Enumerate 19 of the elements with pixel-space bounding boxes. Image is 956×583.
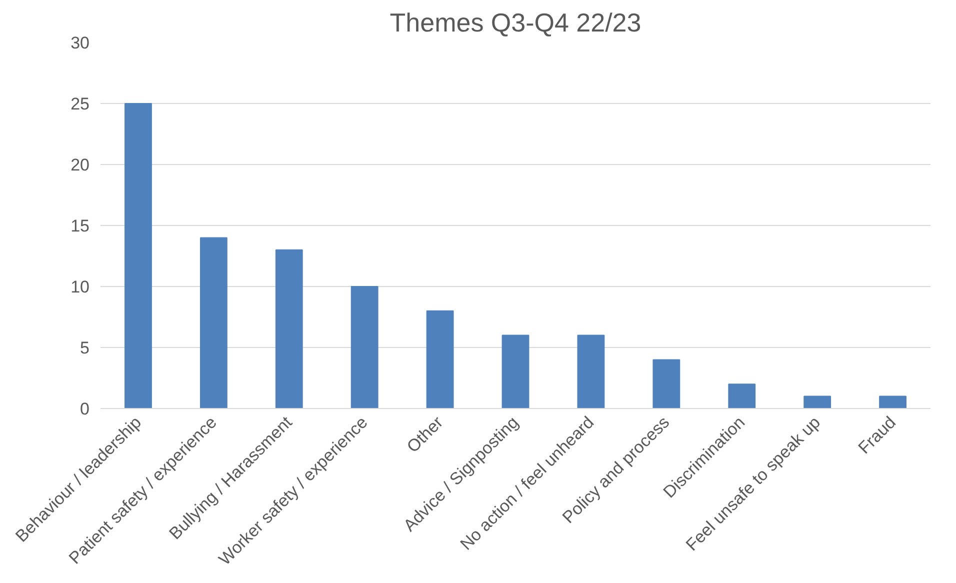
y-tick-label: 0 — [80, 400, 90, 418]
bar — [652, 359, 680, 408]
bar — [124, 103, 152, 408]
bar — [426, 310, 454, 408]
bar — [275, 249, 303, 408]
y-tick-label: 10 — [70, 278, 90, 296]
bar — [350, 286, 378, 408]
chart-title: Themes Q3-Q4 22/23 — [390, 8, 642, 38]
y-tick-label: 25 — [70, 94, 90, 114]
bar — [879, 396, 906, 408]
y-tick-label: 15 — [70, 216, 90, 236]
bar — [502, 334, 530, 408]
y-tick-label: 30 — [70, 34, 90, 52]
y-tick-label: 5 — [80, 338, 90, 358]
bar — [200, 237, 228, 408]
bar — [804, 396, 832, 408]
bar — [577, 334, 605, 408]
bar — [728, 384, 756, 408]
y-tick-label: 20 — [70, 156, 90, 174]
